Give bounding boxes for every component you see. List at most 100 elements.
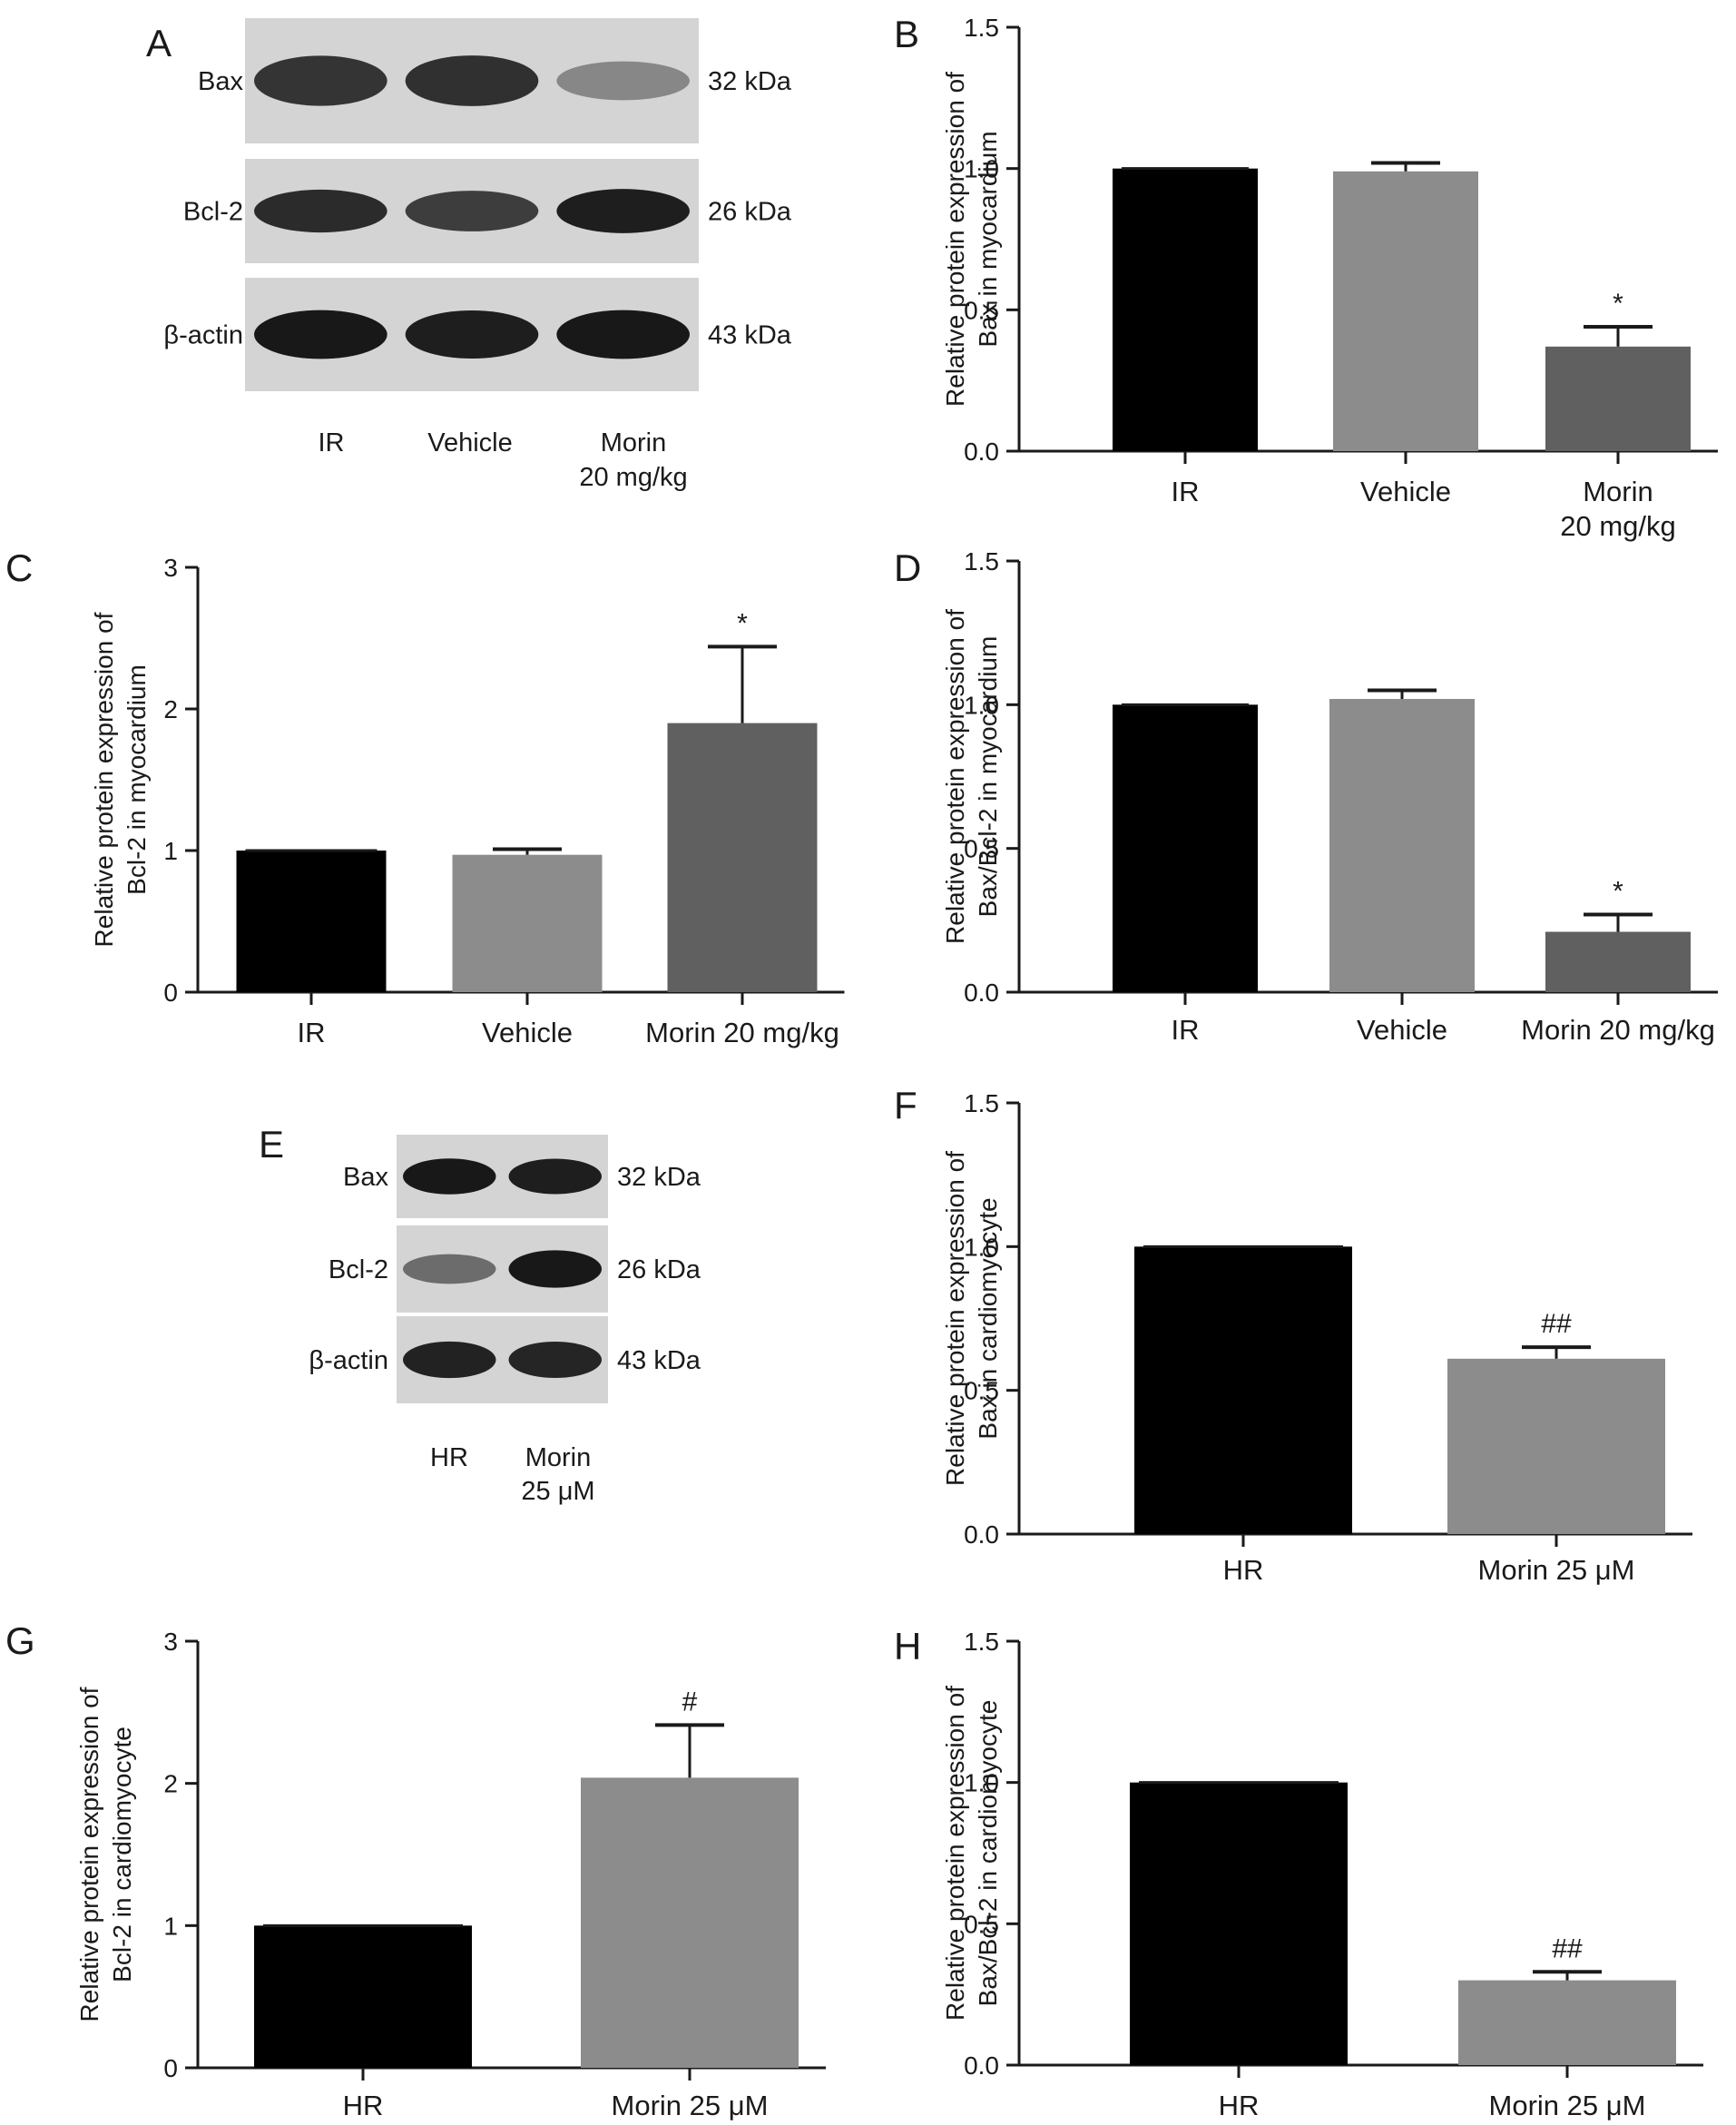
bar (236, 851, 387, 992)
x-category-label: Vehicle (482, 1017, 573, 1048)
chart-panel-c: C 0 1 2 3 IR Vehicle * Morin 20 mg/kg Relative pr… (5, 546, 845, 1048)
blot-band (405, 55, 539, 106)
y-tick-label: 0.5 (964, 1377, 999, 1405)
blot-band (254, 310, 387, 359)
blot-band-label: Bcl-2 (329, 1255, 388, 1284)
significance-label: * (737, 608, 748, 638)
blot-band-label: Bcl-2 (183, 198, 243, 227)
x-category-label: IR (1172, 476, 1200, 507)
bar (1113, 704, 1258, 992)
y-tick-label: 0.5 (964, 1910, 999, 1938)
x-category-label: HR (1223, 1554, 1264, 1586)
panel-letter: E (259, 1123, 284, 1166)
blot-band (556, 61, 691, 101)
blot-size-label: 43 kDa (708, 321, 792, 350)
x-category-label: HR (343, 2090, 384, 2121)
bar (1130, 1782, 1348, 2065)
x-category-label: Morin 20 mg/kg (645, 1017, 839, 1048)
bar (1458, 1980, 1676, 2065)
panel-letter: G (5, 1619, 35, 1662)
y-axis-label-line: Relative protein expression of (941, 1686, 969, 2021)
x-category-label: Morin 20 mg/kg (1521, 1014, 1715, 1046)
blot-band (556, 189, 691, 233)
panel-letter: H (894, 1625, 921, 1668)
blot-size-label: 43 kDa (617, 1346, 701, 1375)
y-tick-label: 3 (163, 554, 178, 582)
significance-label: ## (1541, 1309, 1572, 1339)
panel-letter: B (894, 13, 919, 55)
x-category-label: HR (1219, 2090, 1260, 2121)
blot-band (556, 310, 691, 359)
panel-letter: A (146, 22, 172, 64)
significance-label: ## (1552, 1933, 1583, 1963)
significance-label: * (1613, 877, 1623, 907)
blot-band (402, 1158, 496, 1195)
blot-band (402, 1341, 496, 1379)
blot-band (254, 189, 387, 233)
bar (667, 723, 818, 992)
blot-band (508, 1250, 603, 1288)
blot-lane-label: 20 mg/kg (579, 463, 687, 492)
y-tick-label: 0.0 (964, 438, 999, 466)
bar (1329, 699, 1475, 992)
blot-lane-label: HR (430, 1443, 468, 1472)
blot-size-label: 32 kDa (617, 1163, 701, 1192)
x-category-label: Vehicle (1357, 1014, 1447, 1046)
chart-panel-h: H 0.0 0.5 1.0 1.5 HR ## Morin 25 μM Relative pro… (894, 1625, 1703, 2121)
chart-panel-g: G 0 1 2 3 HR # Morin 25 μM Relative protein expr… (5, 1619, 826, 2121)
y-tick-label: 0.0 (964, 979, 999, 1007)
y-axis-label-line: Relative protein expression of (941, 609, 969, 944)
bar (1545, 931, 1691, 992)
blot-size-label: 32 kDa (708, 67, 792, 96)
y-tick-label: 1.0 (964, 1769, 999, 1797)
y-tick-label: 1.5 (964, 1628, 999, 1656)
x-category-label: IR (1172, 1014, 1200, 1046)
y-tick-label: 2 (163, 695, 178, 723)
bar (1447, 1358, 1665, 1534)
chart-panel-f: F 0.0 0.5 1.0 1.5 HR ## Morin 25 μM Relative pro… (894, 1084, 1692, 1586)
western-blot-layer: A Bax 32 kDa Bcl-2 26 kDa β-actin 43 kDa IR Vehi… (146, 18, 792, 1506)
blot-band-label: Bax (343, 1163, 388, 1192)
bar (1333, 171, 1478, 451)
x-category-label: Vehicle (1360, 476, 1451, 507)
blot-size-label: 26 kDa (617, 1255, 701, 1284)
significance-label: * (1613, 289, 1623, 319)
y-tick-label: 2 (163, 1770, 178, 1798)
y-axis-label: Relative protein expression of Bax/Bcl-2 … (941, 609, 1002, 944)
y-axis-label-line: Relative protein expression of (90, 612, 118, 947)
blot-band (405, 191, 539, 231)
y-tick-label: 1.0 (964, 691, 999, 719)
x-category-label: 20 mg/kg (1560, 510, 1676, 542)
y-tick-label: 3 (163, 1628, 178, 1656)
x-category-label: Morin 25 μM (612, 2090, 769, 2121)
y-axis-label: Relative protein expression of Bax/Bcl-2 … (941, 1686, 1002, 2021)
y-axis-label: Relative protein expression of Bax in myo… (941, 72, 1002, 407)
y-axis-label-line: Relative protein expression of (941, 1151, 969, 1486)
x-category-label: Morin 25 μM (1478, 1554, 1635, 1586)
y-axis-label: Relative protein expression of Bcl-2 in m… (90, 612, 151, 947)
bar (254, 1925, 472, 2068)
blot-band (405, 310, 539, 359)
blot-lane-label: 25 μM (521, 1477, 594, 1506)
blot-panel-a: A Bax 32 kDa Bcl-2 26 kDa β-actin 43 kDa IR Vehi… (146, 18, 792, 492)
y-axis-label-line: Bcl-2 in cardiomyocyte (108, 1727, 136, 1982)
bar (452, 854, 603, 992)
blot-band-label: β-actin (309, 1346, 388, 1375)
bar (1134, 1246, 1352, 1534)
y-tick-label: 1.0 (964, 155, 999, 183)
y-tick-label: 1.5 (964, 1089, 999, 1117)
y-tick-label: 1 (163, 837, 178, 865)
blot-panel-e: E Bax 32 kDa Bcl-2 26 kDa β-actin 43 kDa HR Mori… (259, 1123, 701, 1506)
blot-band-label: β-actin (163, 321, 243, 350)
y-axis-label: Relative protein expression of Bcl-2 in c… (75, 1687, 136, 2022)
y-axis-label-line: Bcl-2 in myocardium (123, 664, 151, 895)
y-tick-label: 0.0 (964, 1520, 999, 1549)
y-tick-label: 0.5 (964, 835, 999, 863)
y-tick-label: 0.0 (964, 2051, 999, 2080)
y-tick-label: 0.5 (964, 296, 999, 324)
y-axis-label: Relative protein expression of Bax in car… (941, 1151, 1002, 1486)
y-tick-label: 0 (163, 2054, 178, 2082)
panel-letter: F (894, 1084, 917, 1126)
x-category-label: Morin (1583, 476, 1653, 507)
y-tick-label: 1 (163, 1912, 178, 1940)
